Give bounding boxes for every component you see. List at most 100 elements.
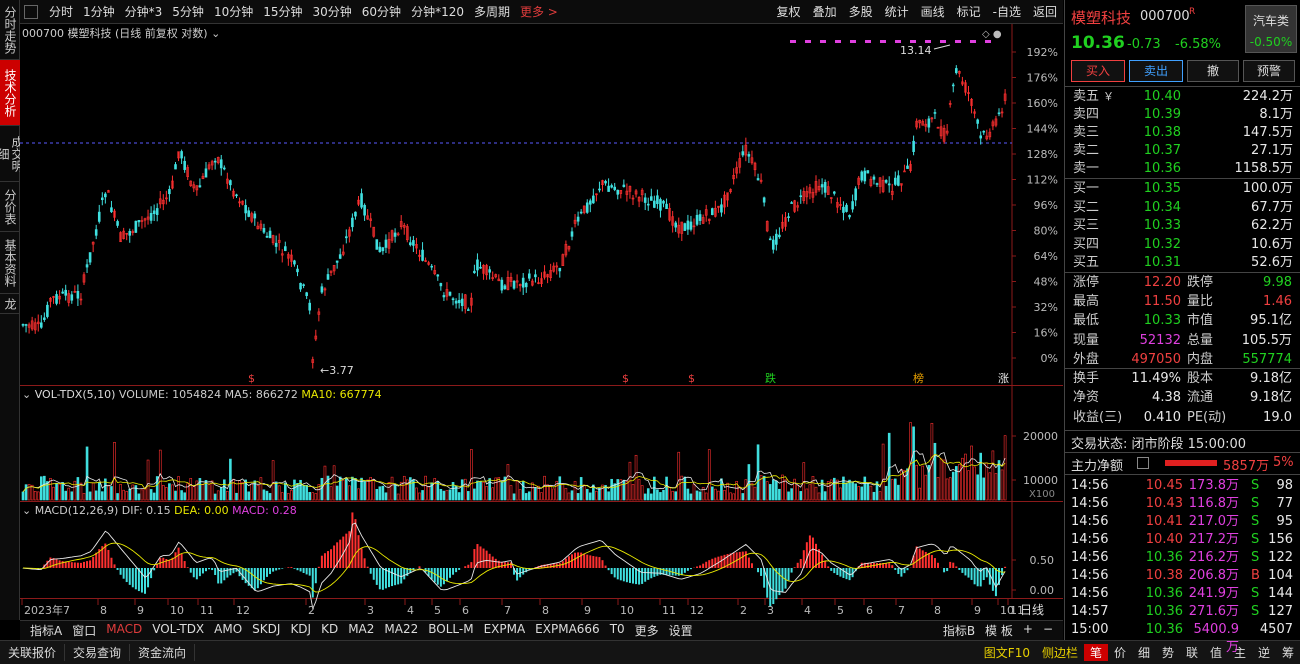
trade-button-1[interactable]: 卖出 xyxy=(1129,60,1183,82)
period-9[interactable]: 多周期 xyxy=(473,5,510,19)
event-marker[interactable]: 涨 xyxy=(998,372,1009,385)
more-periods-button[interactable]: 更多 > xyxy=(519,5,558,19)
indicator-10[interactable]: BOLL-M xyxy=(428,622,474,636)
left-tab-3[interactable]: 分价表 xyxy=(0,182,20,232)
side-icon-6[interactable]: 主 xyxy=(1233,646,1246,660)
sidebar-button[interactable]: 侧边栏 xyxy=(1041,646,1078,660)
indicator-4[interactable]: AMO xyxy=(214,622,243,636)
volume-bar xyxy=(351,476,354,501)
event-marker[interactable]: 榜 xyxy=(913,371,924,385)
trade-button-2[interactable]: 撤 xyxy=(1187,60,1239,82)
side-icon-5[interactable]: 值 xyxy=(1209,646,1222,660)
period-2[interactable]: 分钟*3 xyxy=(124,5,163,19)
trade-button-0[interactable]: 买入 xyxy=(1071,60,1125,82)
toolbar-action-1[interactable]: 叠加 xyxy=(812,5,837,19)
chart-area[interactable]: 192% 176% 160% 144% 128% 112% 96% 80% 64% 48% 32% 1… xyxy=(20,24,1063,620)
volume-bar xyxy=(479,481,482,501)
period-7[interactable]: 60分钟 xyxy=(361,5,402,19)
volume-chart[interactable]: 20000 10000 X100 xyxy=(20,386,1063,502)
period-6[interactable]: 30分钟 xyxy=(312,5,352,19)
volume-bar xyxy=(466,491,470,501)
indicator-11[interactable]: EXPMA xyxy=(483,622,526,636)
left-tab-2[interactable]: 成交明细 xyxy=(0,126,24,182)
candle-body xyxy=(576,216,580,222)
period-8[interactable]: 分钟*120 xyxy=(411,5,464,19)
event-marker[interactable]: $ xyxy=(622,372,629,385)
candle-body xyxy=(491,277,495,279)
candle-body xyxy=(311,359,315,363)
indicator-8[interactable]: MA2 xyxy=(348,622,375,636)
candle-body xyxy=(512,281,516,289)
diamond-icon[interactable]: ◇ ● xyxy=(982,29,1002,40)
trade-button-3[interactable]: 预警 xyxy=(1243,60,1295,82)
volume-bar xyxy=(296,483,299,501)
left-tab-1[interactable]: 技术分析 xyxy=(0,60,20,126)
side-icon-2[interactable]: 细 xyxy=(1137,646,1150,660)
indicator-9[interactable]: MA22 xyxy=(384,622,419,636)
toolbar-action-4[interactable]: 画线 xyxy=(920,5,945,19)
candle-body xyxy=(887,183,891,186)
period-1[interactable]: 1分钟 xyxy=(83,5,115,19)
period-0[interactable]: 分时 xyxy=(49,5,74,19)
period-5[interactable]: 15分钟 xyxy=(263,5,303,19)
toolbar-action-7[interactable]: 返回 xyxy=(1032,5,1057,19)
candle-body xyxy=(131,231,135,233)
indicator-15[interactable]: 设置 xyxy=(668,624,693,638)
status-item-1[interactable]: 交易查询 xyxy=(65,644,131,661)
f10-button[interactable]: 图文F10 xyxy=(983,646,1030,660)
status-item-2[interactable]: 资金流向 xyxy=(130,644,196,661)
stat-value: 1.46 xyxy=(1263,294,1292,310)
price-chart[interactable]: 192% 176% 160% 144% 128% 112% 96% 80% 64% 48% 32% 1… xyxy=(20,24,1063,386)
sector-box[interactable]: 汽车类 -0.50% xyxy=(1245,5,1297,53)
indicator-13[interactable]: T0 xyxy=(609,622,625,636)
period-label[interactable]: 日线 xyxy=(1020,603,1044,617)
status-item-0[interactable]: 关联报价 xyxy=(0,644,66,661)
candle-body xyxy=(994,118,998,126)
event-marker[interactable]: $ xyxy=(688,372,695,385)
candle-body xyxy=(735,167,739,174)
indicator-0[interactable]: 指标A xyxy=(30,624,63,638)
signal-dot xyxy=(970,40,976,43)
left-tab-5[interactable]: 龙 xyxy=(0,294,20,314)
volume-bar xyxy=(875,481,879,501)
period-4[interactable]: 10分钟 xyxy=(213,5,254,19)
period-3[interactable]: 5分钟 xyxy=(172,5,204,19)
side-icon-8[interactable]: 筹 xyxy=(1281,646,1294,660)
indicator-right-1[interactable]: 模 板 xyxy=(985,624,1013,638)
toolbar-action-6[interactable]: -自选 xyxy=(992,5,1021,19)
side-icon-7[interactable]: 逆 xyxy=(1257,646,1270,660)
indicator-3[interactable]: VOL-TDX xyxy=(152,622,205,636)
indicator-right-0[interactable]: 指标B xyxy=(942,624,976,638)
side-icon-3[interactable]: 势 xyxy=(1161,646,1174,660)
event-marker[interactable]: $ xyxy=(248,372,255,385)
x-tick-label: 2023年7 xyxy=(24,603,70,617)
side-icon-1[interactable]: 价 xyxy=(1113,646,1126,660)
toolbar-action-5[interactable]: 标记 xyxy=(956,5,981,19)
volume-bar xyxy=(43,475,46,501)
window-square-icon[interactable] xyxy=(24,4,38,19)
left-tab-0[interactable]: 分时走势 xyxy=(0,0,20,60)
event-marker[interactable]: 跌 xyxy=(765,371,776,385)
list-icon[interactable] xyxy=(1137,457,1149,469)
indicator-14[interactable]: 更多 xyxy=(634,624,659,638)
chart-options-icon[interactable]: ⌄ xyxy=(211,27,221,40)
toolbar-action-0[interactable]: 复权 xyxy=(776,5,801,19)
indicator-12[interactable]: EXPMA666 xyxy=(535,622,600,636)
indicator-7[interactable]: KD xyxy=(321,622,339,636)
tick-side: S xyxy=(1251,586,1260,601)
indicator-5[interactable]: SKDJ xyxy=(252,622,281,636)
indicator-right-3[interactable]: − xyxy=(1042,622,1053,636)
toolbar-action-3[interactable]: 统计 xyxy=(884,5,909,19)
side-icon-4[interactable]: 联 xyxy=(1185,646,1198,660)
left-tab-4[interactable]: 基本资料 xyxy=(0,232,20,294)
side-icon-0[interactable]: 笔 xyxy=(1084,644,1108,661)
candle-body xyxy=(470,297,473,306)
signal-dot xyxy=(850,40,856,43)
volume-bar xyxy=(814,486,818,501)
toolbar-action-2[interactable]: 多股 xyxy=(848,5,873,19)
indicator-2[interactable]: MACD xyxy=(106,622,143,636)
indicator-right-2[interactable]: + xyxy=(1022,622,1033,636)
indicator-1[interactable]: 窗口 xyxy=(72,624,97,638)
indicator-6[interactable]: KDJ xyxy=(290,622,312,636)
